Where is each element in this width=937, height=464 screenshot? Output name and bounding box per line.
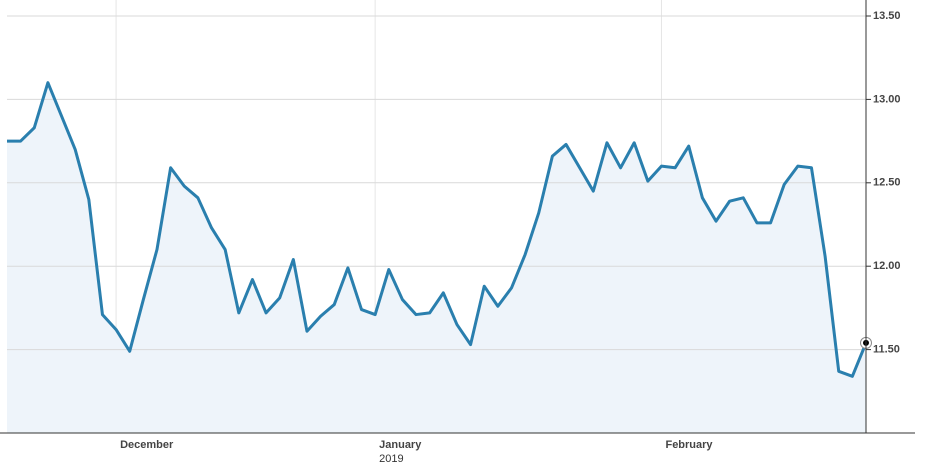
y-tick-label: 13.50 — [873, 10, 901, 22]
x-year-label: 2019 — [379, 453, 403, 464]
y-tick-label: 12.00 — [873, 260, 901, 272]
y-tick-label: 13.00 — [873, 93, 901, 105]
area — [7, 82, 866, 433]
line — [7, 81, 868, 378]
x-tick-label: January — [379, 439, 422, 451]
x-tick-label: December — [120, 439, 174, 451]
y-tick-label: 11.50 — [873, 344, 900, 356]
x-tick-label: February — [665, 439, 713, 451]
y-tick-label: 12.50 — [873, 177, 901, 189]
